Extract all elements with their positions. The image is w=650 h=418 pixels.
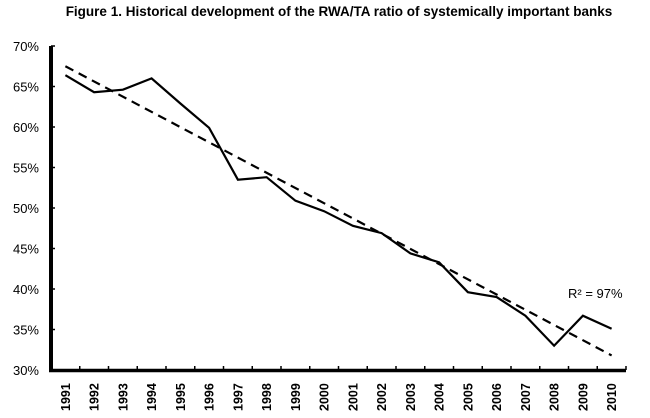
y-tick-label: 55%	[13, 161, 39, 176]
x-tick-label: 2006	[490, 383, 504, 411]
y-tick-label: 60%	[13, 120, 39, 135]
x-tick-label: 2009	[576, 383, 590, 411]
x-tick-label: 1991	[59, 383, 73, 411]
x-tick-label: 2005	[461, 383, 475, 411]
y-tick-label: 40%	[13, 282, 39, 297]
x-tick-label: 1992	[88, 383, 102, 411]
x-tick-label: 2010	[605, 383, 619, 411]
y-tick-label: 30%	[13, 363, 39, 378]
x-tick-label: 2008	[548, 383, 562, 411]
x-tick-label: 1994	[145, 383, 159, 411]
y-tick-label: 65%	[13, 80, 39, 95]
x-tick-label: 1997	[231, 383, 245, 411]
series-group	[64, 65, 613, 357]
x-tick-label: 1995	[174, 383, 188, 411]
trend-line	[64, 65, 613, 357]
r-squared-annotation: R² = 97%	[568, 286, 623, 301]
y-tick-label: 35%	[13, 323, 39, 338]
x-tick-label: 1996	[203, 383, 217, 411]
x-axis-ticks: 1991 1992 1993 1994 1995 1996 1997 1998 1999 2000…	[59, 366, 627, 411]
x-tick-label: 2000	[318, 383, 332, 411]
y-tick-label: 50%	[13, 201, 39, 216]
y-tick-label: 70%	[13, 39, 39, 54]
y-tick-label: 45%	[13, 242, 39, 257]
x-tick-label: 2001	[346, 383, 360, 411]
x-tick-label: 2007	[519, 383, 533, 411]
x-tick-label: 1993	[116, 383, 130, 411]
chart-title: Figure 1. Historical development of the …	[65, 4, 613, 19]
y-axis-ticks: 30% 35% 40% 45% 50% 55% 60% 65% 70%	[13, 39, 55, 378]
x-tick-label: 2002	[375, 383, 389, 411]
rwa-ta-ratio-line	[64, 74, 613, 348]
x-tick-label: 1999	[289, 383, 303, 411]
x-tick-label: 2004	[433, 383, 447, 411]
x-tick-label: 2003	[404, 383, 418, 411]
x-tick-label: 1998	[260, 383, 274, 411]
